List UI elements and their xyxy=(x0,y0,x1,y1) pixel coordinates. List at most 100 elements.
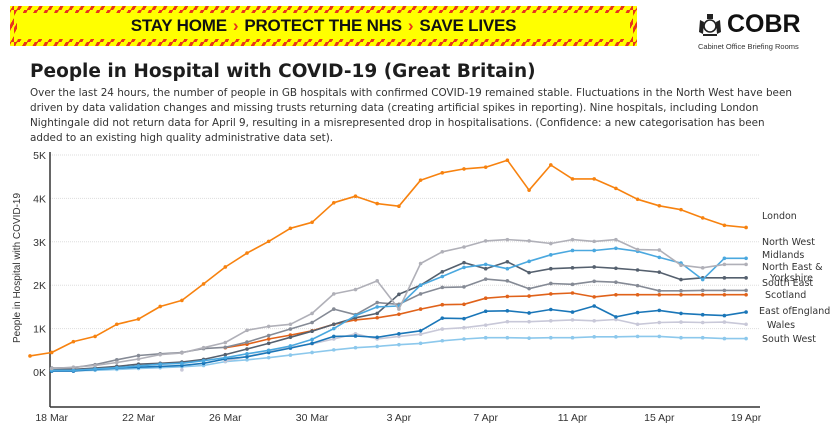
data-point xyxy=(288,226,293,231)
data-point xyxy=(93,334,97,339)
x-tick-label: 18 Mar xyxy=(35,412,68,424)
data-point xyxy=(440,316,445,320)
data-point xyxy=(549,281,553,286)
data-point xyxy=(375,305,380,309)
data-point xyxy=(657,203,662,208)
data-point xyxy=(375,335,380,340)
data-point xyxy=(722,256,727,261)
data-point xyxy=(180,351,184,355)
legend-label: Scotland xyxy=(765,290,806,301)
data-point xyxy=(657,334,662,339)
data-point xyxy=(592,318,596,323)
data-point xyxy=(223,345,228,350)
data-point xyxy=(679,320,683,324)
data-point xyxy=(483,323,488,327)
data-point xyxy=(440,170,445,175)
data-point xyxy=(635,268,640,272)
data-point xyxy=(549,253,553,257)
data-point xyxy=(136,364,141,368)
y-tick-label: 2K xyxy=(33,280,46,292)
y-tick-label: 1K xyxy=(33,324,46,336)
data-point xyxy=(483,262,488,267)
data-point xyxy=(744,288,748,293)
legend-label: North West xyxy=(762,237,815,248)
data-point xyxy=(353,334,358,338)
data-point xyxy=(375,201,380,206)
data-point xyxy=(310,337,314,342)
data-point xyxy=(657,255,662,260)
data-point xyxy=(136,353,141,358)
data-point xyxy=(657,308,662,313)
data-point xyxy=(679,335,683,340)
data-point xyxy=(700,320,705,325)
data-point xyxy=(353,313,358,318)
data-point xyxy=(266,324,271,329)
data-point xyxy=(180,298,184,303)
data-point xyxy=(332,337,336,341)
data-point xyxy=(245,351,249,356)
data-point xyxy=(397,292,401,297)
data-point xyxy=(722,313,727,318)
data-point xyxy=(397,342,401,347)
series-line xyxy=(29,159,747,357)
data-point xyxy=(592,265,596,269)
data-point xyxy=(722,223,727,228)
data-point xyxy=(505,279,510,283)
data-point xyxy=(614,335,618,339)
data-point xyxy=(505,237,510,242)
axes xyxy=(49,152,760,408)
data-point xyxy=(49,350,54,355)
data-point xyxy=(440,249,445,254)
data-point xyxy=(592,239,596,244)
data-point xyxy=(592,248,596,253)
data-point xyxy=(744,276,748,280)
data-point xyxy=(201,358,206,363)
data-point xyxy=(744,225,748,230)
legend-label: South East xyxy=(762,278,813,289)
data-point xyxy=(115,365,119,370)
series-lines xyxy=(28,158,748,373)
data-point xyxy=(679,289,683,293)
data-point xyxy=(549,318,553,323)
data-point xyxy=(440,302,445,307)
data-point xyxy=(700,312,705,317)
data-point xyxy=(549,335,553,340)
y-axis-label: People in Hospital with COVID-19 xyxy=(12,193,23,344)
data-point xyxy=(700,277,705,282)
legend-label: Midlands xyxy=(762,250,804,261)
data-point xyxy=(223,265,228,269)
data-point xyxy=(722,320,727,324)
data-point xyxy=(462,337,466,341)
data-point xyxy=(71,368,76,373)
data-point xyxy=(397,332,401,336)
series-london xyxy=(28,158,748,358)
data-point xyxy=(353,345,358,350)
chart-description: Over the last 24 hours, the number of pe… xyxy=(30,87,792,144)
cobr-logo: COBR Cabinet Office Briefing Rooms xyxy=(693,10,833,54)
x-tick-label: 19 Apr xyxy=(731,412,762,424)
data-point xyxy=(332,292,336,296)
data-point xyxy=(332,348,336,352)
data-point xyxy=(549,307,553,312)
data-point xyxy=(418,261,423,266)
data-point xyxy=(223,352,228,357)
data-point xyxy=(570,318,575,322)
data-point xyxy=(245,328,249,333)
page-title: People in Hospital with COVID-19 (Great … xyxy=(30,61,536,82)
data-point xyxy=(722,276,727,280)
data-point xyxy=(462,325,466,330)
data-point xyxy=(28,354,32,358)
data-point xyxy=(71,339,76,344)
data-point xyxy=(245,251,249,255)
data-point xyxy=(158,362,162,366)
x-tick-label: 30 Mar xyxy=(296,412,329,424)
data-point xyxy=(136,317,141,321)
data-point xyxy=(679,311,683,316)
x-tick-label: 22 Mar xyxy=(122,412,155,424)
data-point xyxy=(614,246,618,251)
data-point xyxy=(288,353,293,357)
data-point xyxy=(245,347,249,351)
data-point xyxy=(310,329,314,334)
grid-lines xyxy=(50,154,760,330)
data-point xyxy=(375,300,380,305)
